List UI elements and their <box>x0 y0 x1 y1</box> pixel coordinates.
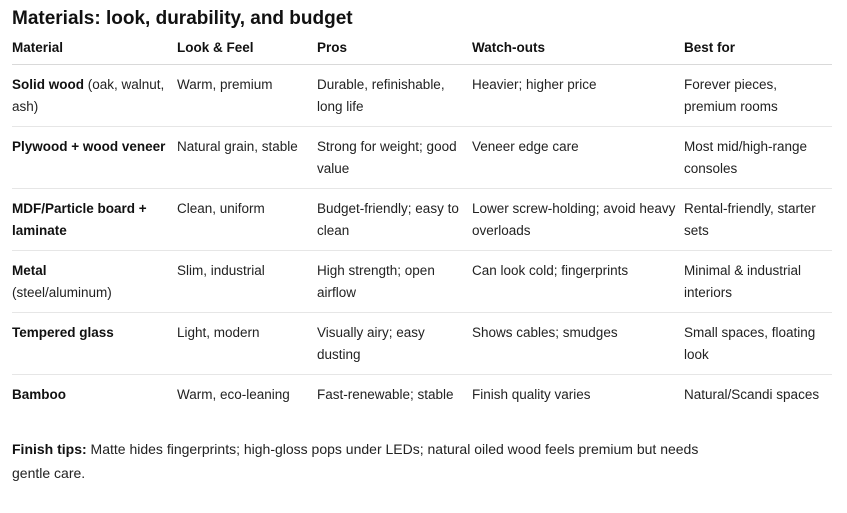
section-heading: Materials: look, durability, and budget <box>12 8 353 29</box>
material-name: Metal <box>12 263 47 278</box>
material-detail: (steel/aluminum) <box>12 284 112 300</box>
cell-material: Tempered glass <box>12 312 177 375</box>
cell-best-for: Most mid/high-range consoles <box>684 126 832 189</box>
cell-pros: Durable, refinishable, long life <box>317 64 472 127</box>
cell-watch-outs: Lower screw-holding; avoid heavy overloa… <box>472 188 684 251</box>
cell-best-for: Rental-friendly, starter sets <box>684 188 832 251</box>
cell-look-feel: Warm, premium <box>177 64 317 127</box>
finish-tips-text: Matte hides fingerprints; high-gloss pop… <box>12 440 699 481</box>
cell-pros: Budget-friendly; easy to clean <box>317 188 472 251</box>
column-header-material: Material <box>12 38 177 65</box>
table-row: Metal (steel/aluminum) Slim, industrial … <box>12 250 832 313</box>
column-header-watch-outs: Watch-outs <box>472 38 684 65</box>
material-name: Plywood + wood veneer <box>12 139 166 154</box>
content-wrapper: Materials: look, durability, and budget … <box>12 6 834 499</box>
column-header-pros: Pros <box>317 38 472 65</box>
material-detail: (oak, walnut, ash) <box>12 77 165 114</box>
finish-tips-label: Finish tips: <box>12 440 87 457</box>
column-header-look-feel: Look & Feel <box>177 38 317 65</box>
cell-material: MDF/Particle board + laminate <box>12 188 177 251</box>
cell-pros: High strength; open airflow <box>317 250 472 313</box>
cell-watch-outs: Shows cables; smudges <box>472 312 684 375</box>
material-name: MDF/Particle board + laminate <box>12 201 147 238</box>
table-row: Plywood + wood veneer Natural grain, sta… <box>12 126 832 189</box>
cell-material: Metal (steel/aluminum) <box>12 250 177 313</box>
cell-material: Bamboo <box>12 375 177 415</box>
cell-look-feel: Slim, industrial <box>177 250 317 313</box>
cell-best-for: Natural/Scandi spaces <box>684 387 820 402</box>
cell-watch-outs: Finish quality varies <box>472 387 591 402</box>
material-name: Solid wood <box>12 77 84 92</box>
cell-watch-outs: Can look cold; fingerprints <box>472 250 684 313</box>
cell-watch-outs: Veneer edge care <box>472 126 684 189</box>
cell-best-for: Minimal & industrial interiors <box>684 250 832 313</box>
cell-material: Plywood + wood veneer <box>12 126 177 189</box>
cell-look-feel: Warm, eco-leaning <box>177 387 290 402</box>
cell-watch-outs: Heavier; higher price <box>472 64 684 127</box>
material-name: Bamboo <box>12 387 66 402</box>
table-row: Bamboo Warm, eco-leaning Fast-renewable;… <box>12 375 832 415</box>
material-name: Tempered glass <box>12 325 114 340</box>
finish-tips: Finish tips: Matte hides fingerprints; h… <box>12 437 712 485</box>
column-header-best-for: Best for <box>684 38 832 65</box>
cell-pros: Strong for weight; good value <box>317 126 472 189</box>
cell-best-for: Forever pieces, premium rooms <box>684 64 832 127</box>
table-row: MDF/Particle board + laminate Clean, uni… <box>12 188 832 251</box>
cell-pros: Visually airy; easy dusting <box>317 312 472 375</box>
cell-pros: Fast-renewable; stable <box>317 387 454 402</box>
cell-best-for: Small spaces, floating look <box>684 312 832 375</box>
table-row: Solid wood (oak, walnut, ash) Warm, prem… <box>12 64 832 127</box>
table-row: Tempered glass Light, modern Visually ai… <box>12 312 832 375</box>
cell-look-feel: Clean, uniform <box>177 188 317 251</box>
cell-look-feel: Light, modern <box>177 312 317 375</box>
cell-look-feel: Natural grain, stable <box>177 126 317 189</box>
materials-table: Material Look & Feel Pros Watch-outs Bes… <box>12 38 832 415</box>
cell-material: Solid wood (oak, walnut, ash) <box>12 64 177 127</box>
table-header-row: Material Look & Feel Pros Watch-outs Bes… <box>12 38 832 65</box>
